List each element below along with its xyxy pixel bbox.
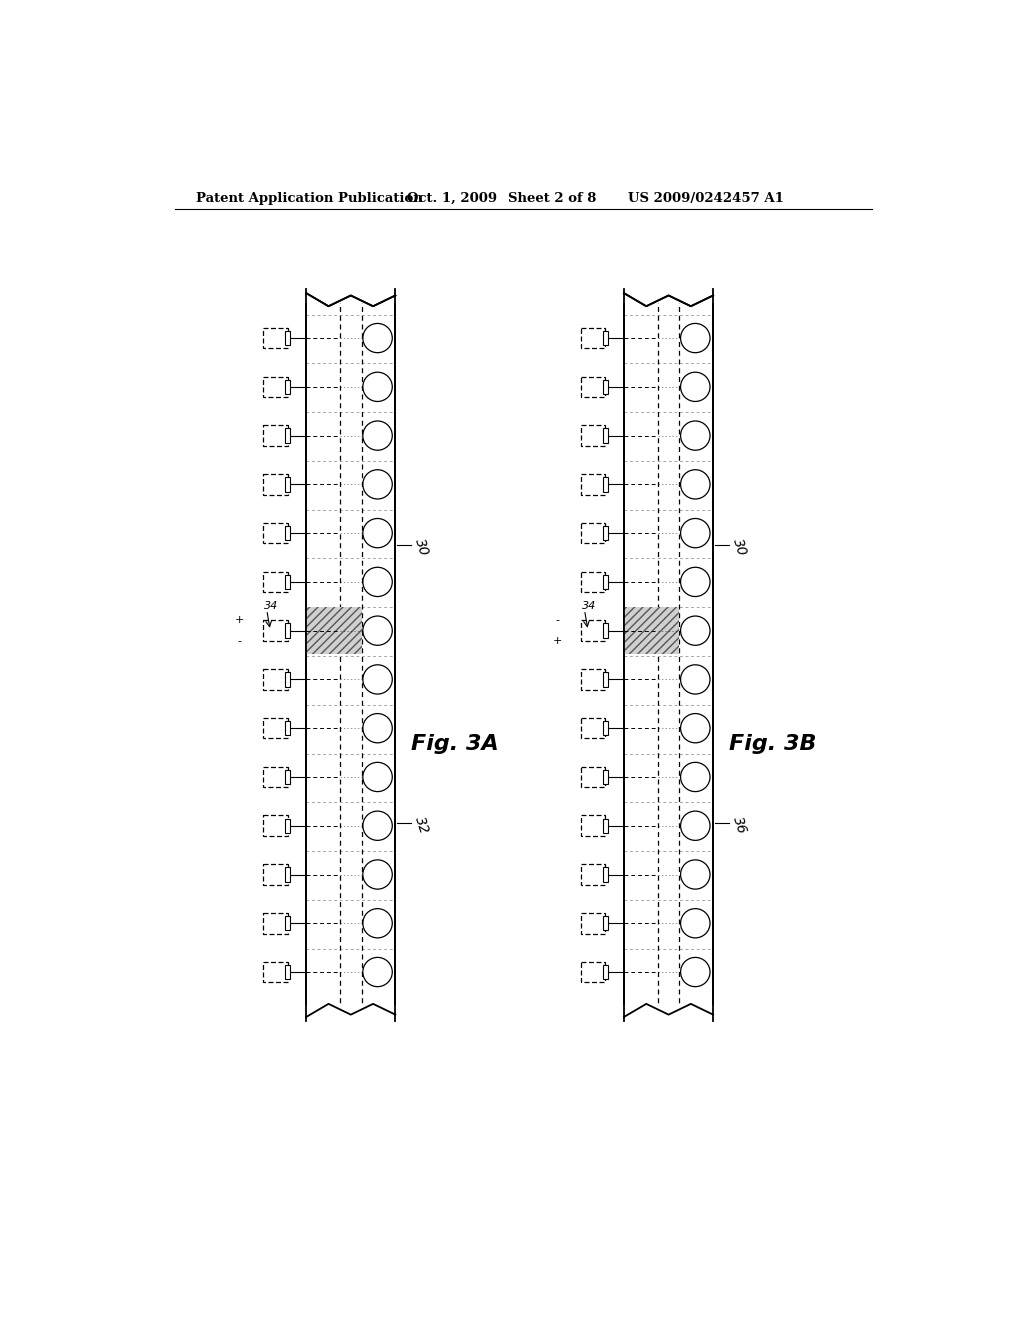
Bar bbox=[286, 818, 290, 833]
Bar bbox=[263, 425, 288, 446]
Bar bbox=[263, 572, 288, 593]
Bar bbox=[581, 327, 605, 348]
Text: Patent Application Publication: Patent Application Publication bbox=[197, 191, 423, 205]
Bar bbox=[263, 523, 288, 544]
Bar bbox=[603, 867, 607, 882]
Bar bbox=[263, 865, 288, 884]
Bar bbox=[286, 867, 290, 882]
Bar bbox=[263, 913, 288, 933]
Bar bbox=[581, 767, 605, 787]
Text: Oct. 1, 2009: Oct. 1, 2009 bbox=[407, 191, 497, 205]
Bar bbox=[286, 672, 290, 686]
Bar bbox=[305, 288, 396, 304]
Bar bbox=[581, 572, 605, 593]
Text: 34: 34 bbox=[583, 601, 596, 611]
Text: Sheet 2 of 8: Sheet 2 of 8 bbox=[508, 191, 596, 205]
Bar bbox=[603, 672, 607, 686]
Bar bbox=[286, 478, 290, 491]
Bar bbox=[286, 623, 290, 638]
Bar bbox=[603, 574, 607, 589]
Bar bbox=[603, 525, 607, 540]
Text: +: + bbox=[234, 615, 245, 624]
Bar bbox=[603, 818, 607, 833]
Bar bbox=[603, 770, 607, 784]
Bar bbox=[624, 607, 679, 655]
Bar bbox=[286, 770, 290, 784]
Bar bbox=[263, 962, 288, 982]
Bar bbox=[263, 327, 288, 348]
Bar bbox=[286, 916, 290, 931]
Bar bbox=[603, 965, 607, 979]
Bar bbox=[581, 523, 605, 544]
Bar bbox=[581, 425, 605, 446]
Bar bbox=[263, 376, 288, 397]
Bar bbox=[306, 607, 361, 655]
Bar bbox=[263, 816, 288, 836]
Text: 30: 30 bbox=[413, 537, 431, 558]
Bar bbox=[286, 429, 290, 442]
Bar bbox=[581, 718, 605, 738]
Bar bbox=[581, 962, 605, 982]
Text: +: + bbox=[553, 636, 562, 647]
Bar bbox=[603, 623, 607, 638]
Bar bbox=[603, 478, 607, 491]
Bar bbox=[581, 913, 605, 933]
Bar bbox=[603, 429, 607, 442]
Text: 32: 32 bbox=[413, 814, 431, 836]
Bar bbox=[624, 288, 714, 304]
Bar bbox=[624, 1006, 714, 1022]
Bar bbox=[581, 376, 605, 397]
Text: 30: 30 bbox=[730, 537, 749, 558]
Text: 34: 34 bbox=[264, 601, 279, 611]
Bar bbox=[624, 289, 713, 1020]
Text: -: - bbox=[238, 636, 242, 647]
Bar bbox=[263, 474, 288, 495]
Bar bbox=[581, 816, 605, 836]
Bar bbox=[263, 718, 288, 738]
Bar bbox=[286, 965, 290, 979]
Bar bbox=[581, 669, 605, 689]
Bar bbox=[286, 721, 290, 735]
Bar bbox=[306, 289, 395, 1020]
Bar bbox=[263, 767, 288, 787]
Bar bbox=[581, 474, 605, 495]
Text: US 2009/0242457 A1: US 2009/0242457 A1 bbox=[628, 191, 783, 205]
Bar bbox=[286, 574, 290, 589]
Bar bbox=[286, 331, 290, 346]
Bar bbox=[581, 620, 605, 642]
Text: 36: 36 bbox=[730, 814, 749, 836]
Bar bbox=[286, 380, 290, 393]
Bar bbox=[603, 331, 607, 346]
Bar bbox=[286, 525, 290, 540]
Text: Fig. 3B: Fig. 3B bbox=[729, 734, 816, 754]
Bar bbox=[305, 1006, 396, 1022]
Bar bbox=[603, 916, 607, 931]
Bar bbox=[581, 865, 605, 884]
Bar bbox=[603, 380, 607, 393]
Text: -: - bbox=[555, 615, 559, 624]
Bar bbox=[263, 620, 288, 642]
Bar bbox=[263, 669, 288, 689]
Bar bbox=[603, 721, 607, 735]
Text: Fig. 3A: Fig. 3A bbox=[411, 734, 499, 754]
